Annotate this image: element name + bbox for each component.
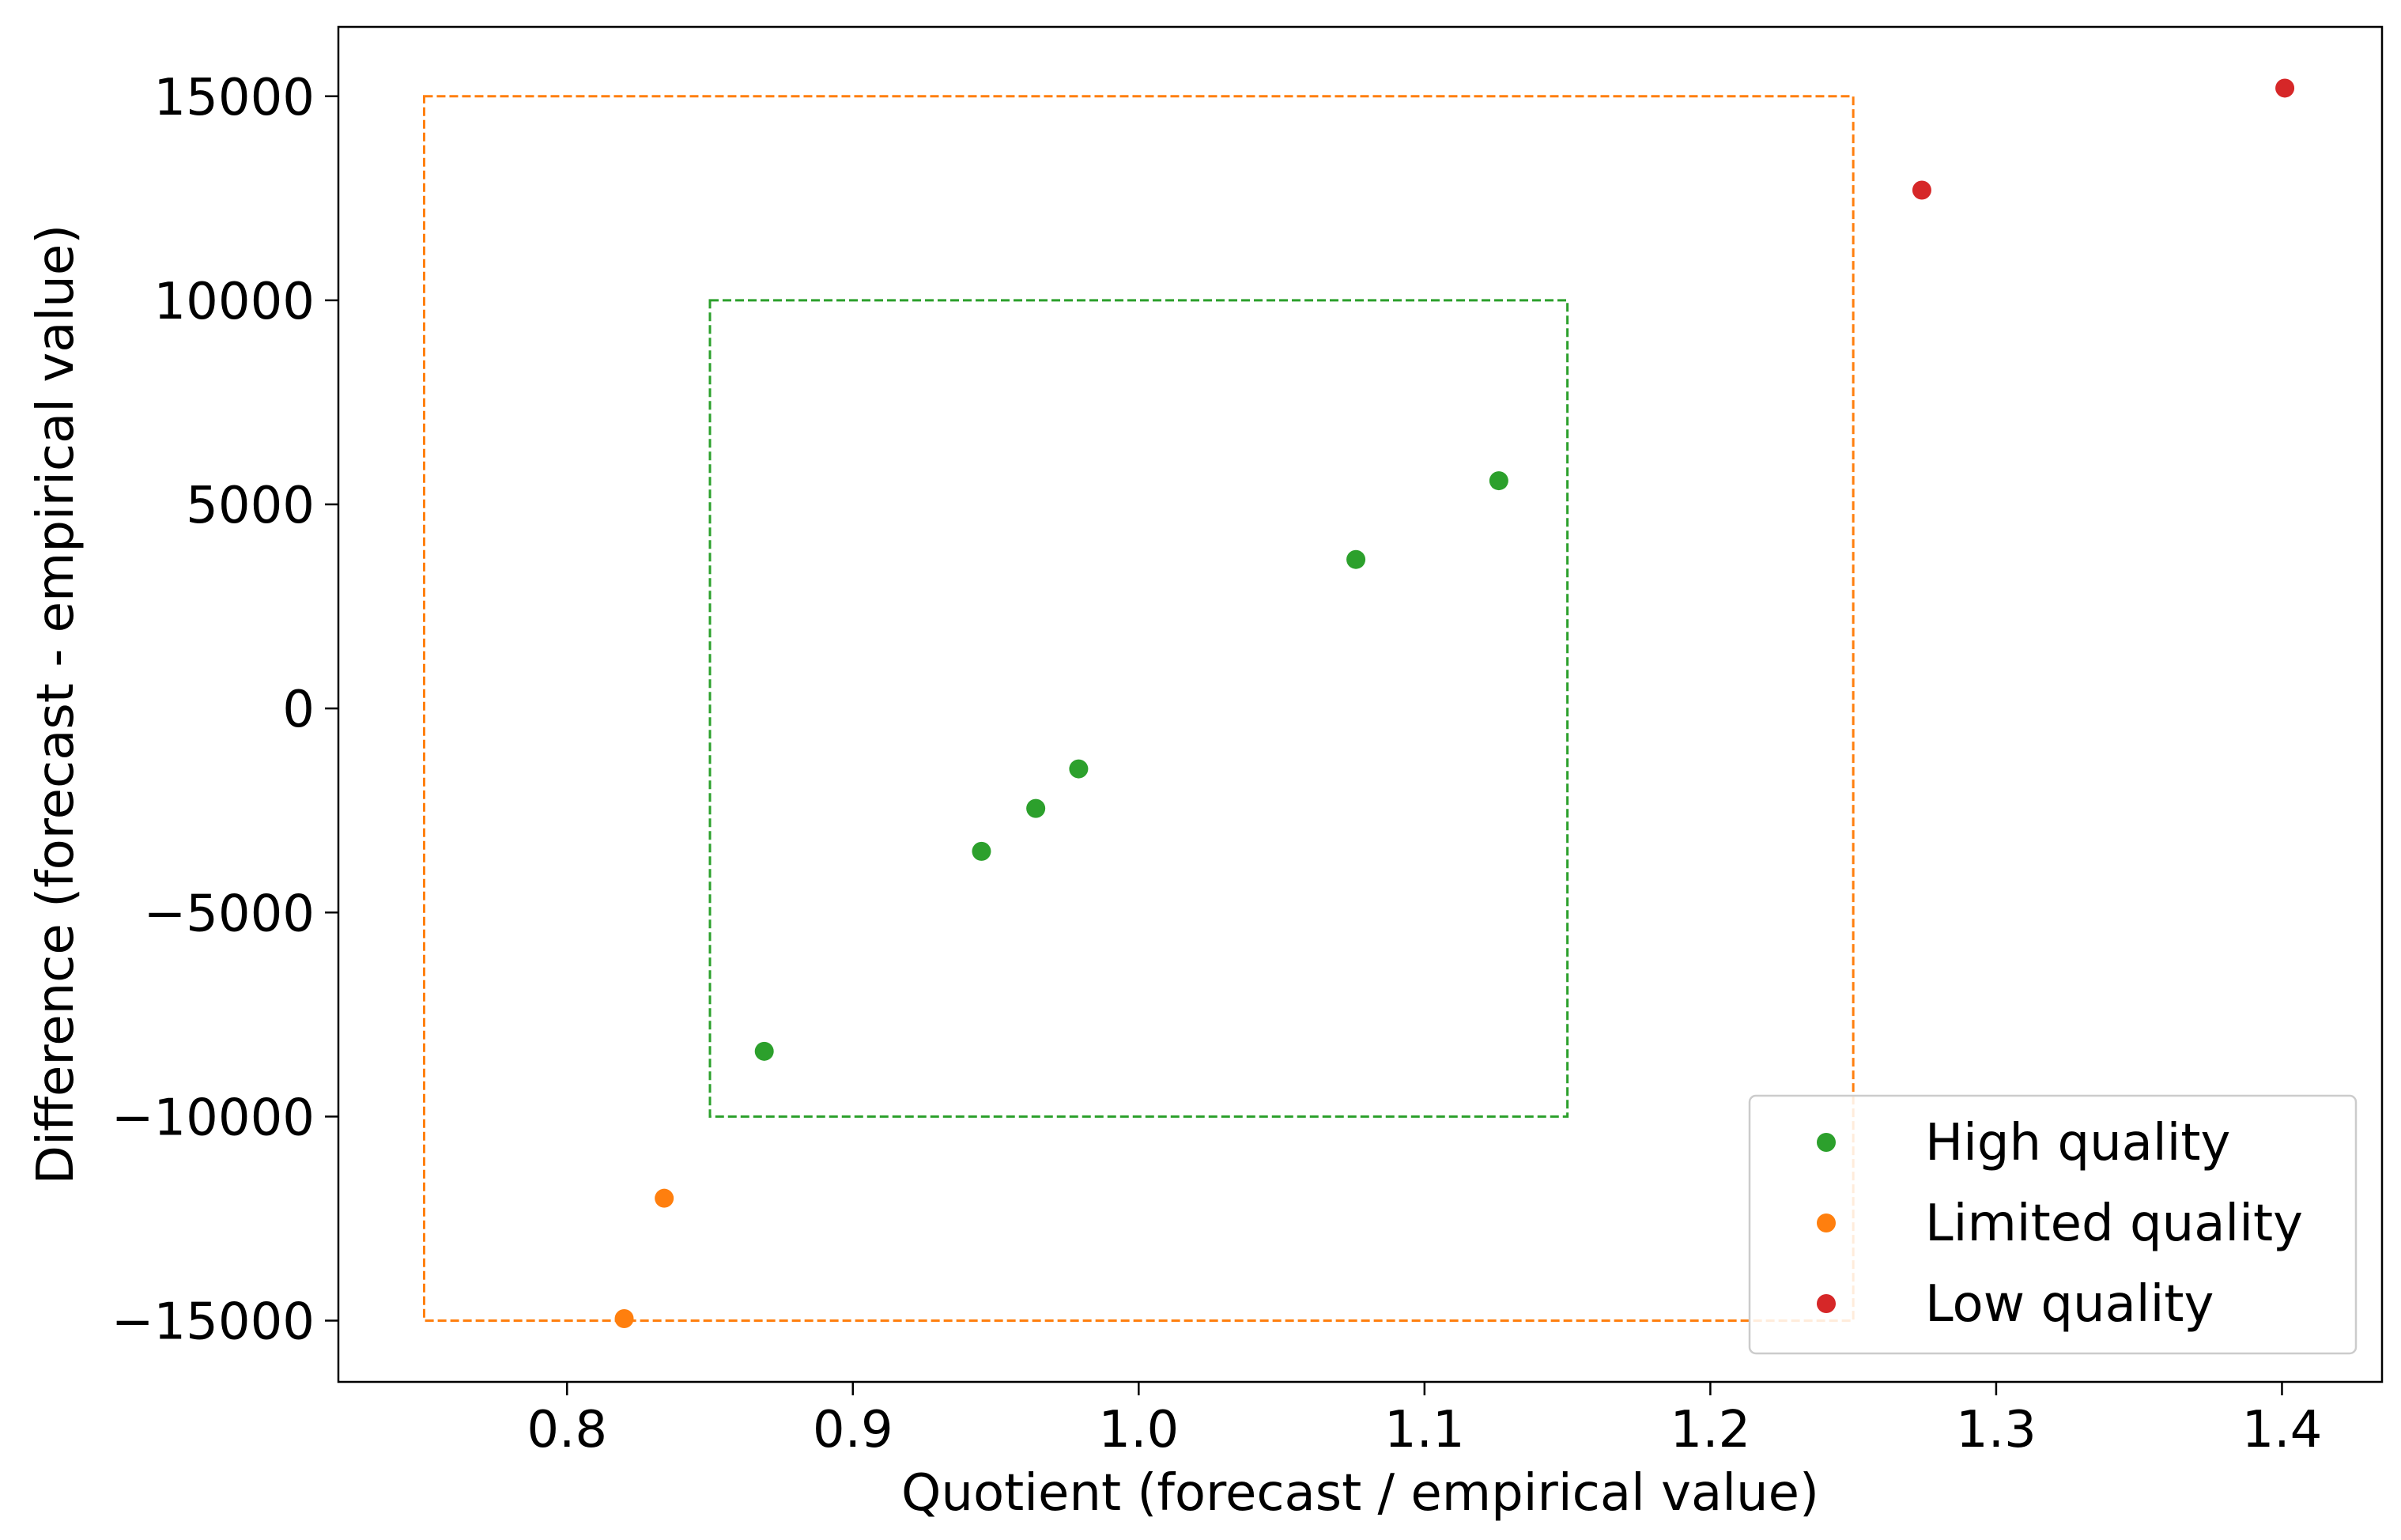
x-tick-label: 1.0 — [1098, 1401, 1179, 1459]
x-tick-label: 0.9 — [813, 1401, 893, 1459]
limited-quality-region — [422, 95, 1855, 1323]
point-limited-quality-1 — [614, 1308, 634, 1328]
legend-marker — [1817, 1294, 1836, 1313]
legend-box — [1748, 1094, 2358, 1355]
y-tick-label: −10000 — [111, 1089, 315, 1147]
point-high-quality-2 — [1026, 798, 1046, 818]
point-low-quality-0 — [1912, 180, 1931, 200]
y-tick-label: −5000 — [144, 885, 315, 943]
point-high-quality-4 — [1346, 549, 1366, 569]
x-axis-label: Quotient (forecast / empirical value) — [901, 1464, 1819, 1523]
y-tick-label: 0 — [282, 681, 315, 739]
x-tick-label: 1.4 — [2242, 1401, 2323, 1459]
plot-frame — [337, 25, 2384, 1383]
y-tick-label: −15000 — [111, 1293, 315, 1352]
legend-marker — [1817, 1214, 1836, 1232]
point-high-quality-5 — [1489, 471, 1508, 491]
legend-label: Low quality — [1925, 1275, 2214, 1334]
point-limited-quality-0 — [655, 1188, 674, 1208]
x-tick-label: 1.3 — [1956, 1401, 2037, 1459]
y-axis-label: Difference (forecast - empirical value) — [27, 225, 85, 1184]
point-high-quality-0 — [754, 1041, 774, 1061]
point-high-quality-3 — [1069, 759, 1089, 779]
legend: High quality Limited quality Low quality — [1748, 1094, 2358, 1355]
legend-label: Limited quality — [1925, 1195, 2303, 1253]
point-high-quality-1 — [972, 841, 991, 861]
data-points — [614, 78, 2295, 1328]
quality-regions — [422, 95, 1855, 1323]
high-quality-region — [708, 299, 1569, 1118]
legend-label: High quality — [1925, 1114, 2230, 1172]
y-axis-ticks: 15000 10000 5000 0 −5000 −10000 −15000 — [111, 69, 338, 1352]
y-tick-label: 15000 — [153, 69, 315, 127]
y-tick-label: 10000 — [153, 273, 315, 331]
x-axis-ticks: 0.8 0.9 1.0 1.1 1.2 1.3 1.4 — [527, 1382, 2322, 1459]
x-tick-label: 1.1 — [1384, 1401, 1465, 1459]
x-tick-label: 0.8 — [527, 1401, 607, 1459]
legend-items: High quality Limited quality Low quality — [1817, 1114, 2303, 1334]
y-tick-label: 5000 — [186, 477, 315, 535]
x-tick-label: 1.2 — [1670, 1401, 1750, 1459]
legend-marker — [1817, 1133, 1836, 1152]
point-low-quality-1 — [2275, 78, 2295, 98]
